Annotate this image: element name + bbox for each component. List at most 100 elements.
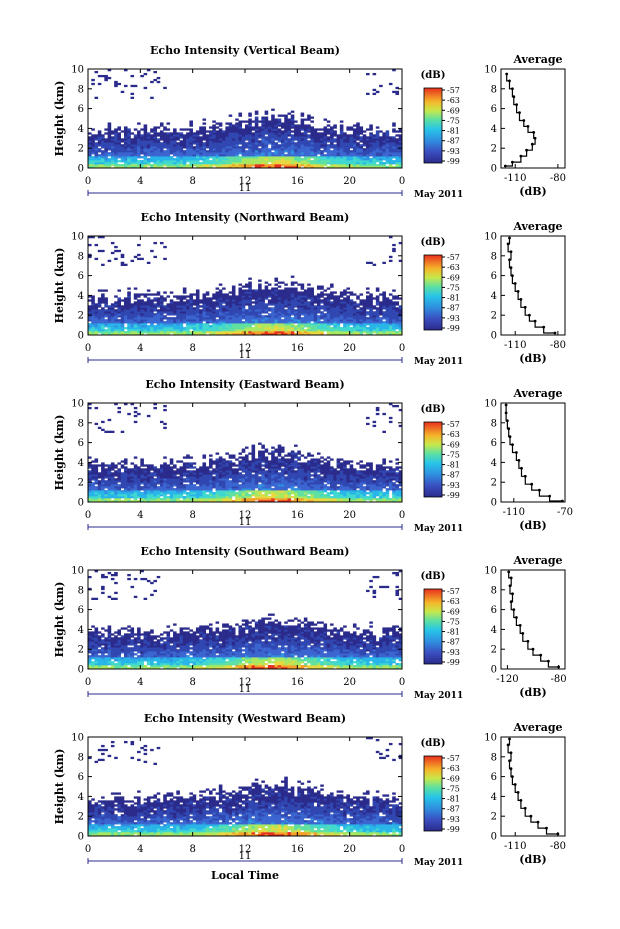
heatmap-cell [369,126,373,129]
heatmap-cell [88,136,92,139]
heatmap-cell [146,488,151,491]
heatmap-cell [382,301,386,304]
heatmap-cell [267,313,272,316]
heatmap-cell [143,158,148,161]
heatmap-cell [182,492,187,495]
heatmap-cell [169,142,174,145]
heatmap-cell [290,148,295,151]
heatmap-cell [209,130,213,133]
heatmap-cell [382,158,386,161]
heatmap-cell [159,470,164,473]
heatmap-cell [395,325,400,328]
heatmap-cell [248,301,252,304]
heatmap-cell [310,116,314,119]
heatmap-cell [202,454,207,457]
heatmap-cell [261,305,265,308]
heatmap-cell [179,142,184,145]
heatmap-cell [182,317,187,320]
heatmap-cell [395,130,400,133]
heatmap-cell [182,154,187,157]
heatmap-cell [303,164,308,167]
heatmap-cell [264,285,269,288]
heatmap-cell [248,283,252,286]
heatmap-cell [199,476,203,479]
heatmap-cell [307,146,311,149]
heatmap-cell [202,325,207,328]
heatmap-cell [287,148,292,151]
heatmap-cell [228,295,233,298]
heatmap-cell [398,327,403,330]
heatmap-cell [277,331,282,334]
heatmap-cell [251,136,256,139]
heatmap-cell [303,319,308,322]
heatmap-cell [182,166,187,169]
heatmap-cell [117,323,122,326]
heatmap-cell [228,305,233,308]
heatmap-cell [156,327,161,330]
heatmap-cell [101,486,105,489]
heatmap-cell [143,496,148,499]
heatmap-cell [107,317,112,320]
heatmap-cell [231,142,236,145]
avg-profile-point [542,325,546,329]
heatmap-cell [195,136,200,139]
heatmap-cell [88,490,92,493]
heatmap-cell [114,319,118,322]
heatmap-cell [277,144,282,147]
heatmap-cell [287,327,292,330]
heatmap-cell [395,158,400,161]
heatmap-cell [372,158,377,161]
heatmap-cell [202,494,207,497]
heatmap-cell [189,321,193,324]
heatmap-cell [91,470,95,473]
heatmap-cell [169,490,174,493]
heatmap-cell [123,164,128,167]
heatmap-cell [195,156,200,159]
heatmap-cell [385,297,390,300]
heatmap-cell [97,150,102,153]
heatmap-cell [104,158,108,161]
heatmap-cell [140,474,144,477]
heatmap-cell [352,132,357,135]
heatmap-cell [274,329,279,332]
heatmap-cell [326,287,331,290]
heatmap-cell [212,132,216,135]
heatmap-cell [392,289,396,292]
heatmap-cell [225,144,229,147]
heatmap-cell [114,315,118,318]
heatmap-cell [218,333,223,336]
heatmap-cell [238,156,243,159]
heatmap-cell [336,295,341,298]
heatmap-cell [189,315,193,318]
heatmap-cell [369,305,373,308]
heatmap-cell [163,323,167,326]
heatmap-cell [258,313,262,316]
heatmap-cell [153,482,157,485]
heatmap-cell [146,331,151,334]
heatmap-cell [294,327,298,330]
heatmap-cell [222,333,226,336]
heatmap-cell [392,295,396,298]
heatmap-cell [169,140,174,143]
heatmap-cell [382,291,386,294]
heatmap-cell [127,325,131,328]
heatmap-cell [137,122,141,125]
heatmap-cell [258,120,262,123]
heatmap-cell [369,311,373,314]
heatmap-cell [199,474,203,477]
heatmap-cell [166,142,171,145]
heatmap-cell [261,156,265,159]
heatmap-cell [294,132,298,135]
heatmap-cell [241,130,246,133]
heatmap-cell [120,500,125,503]
heatmap-cell [146,299,151,302]
heatmap-cell [140,315,144,318]
heatmap-cell [277,134,282,137]
heatmap-cell [294,150,298,153]
heatmap-cell [248,277,252,280]
heatmap-cell [195,480,200,483]
heatmap-cell [153,132,157,135]
heatmap-cell [395,92,400,96]
heatmap-cell [182,474,187,477]
heatmap-cell [150,309,154,312]
